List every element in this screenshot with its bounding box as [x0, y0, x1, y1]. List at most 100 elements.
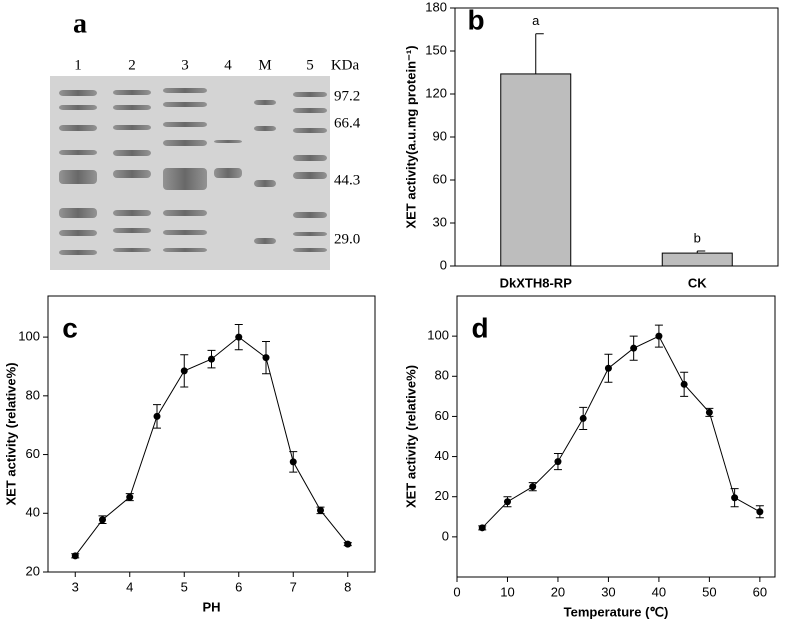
gel-band: [113, 105, 151, 110]
data-point: [579, 414, 587, 422]
y-tick-label: 20: [435, 488, 449, 503]
gel-band: [293, 172, 327, 179]
x-tick-label: 10: [500, 584, 514, 599]
y-tick-label: 0: [442, 528, 449, 543]
y-tick-label: 100: [427, 328, 449, 343]
x-tick-label: 4: [126, 579, 133, 594]
gel-band: [59, 230, 97, 236]
x-tick-label: DkXTH8-RP: [500, 275, 573, 290]
gel-band: [163, 102, 207, 107]
data-point: [554, 458, 562, 466]
x-tick-label: 3: [72, 579, 79, 594]
gel-band: [293, 232, 327, 236]
x-tick-label: CK: [688, 275, 707, 290]
gel-band: [293, 92, 327, 97]
gel-band: [254, 126, 276, 131]
gel-band: [293, 248, 327, 252]
data-point: [208, 355, 215, 363]
y-tick-label: 80: [26, 387, 40, 402]
gel-band: [254, 100, 276, 105]
data-line: [74, 336, 349, 557]
y-tick-label: 40: [26, 505, 40, 520]
bar: [500, 73, 572, 267]
marker-label: 29.0: [334, 231, 360, 247]
plot-frame: [456, 295, 776, 578]
gel-band: [214, 168, 242, 178]
x-tick-label: 0: [453, 584, 460, 599]
data-point: [630, 344, 638, 352]
gel-band: [163, 248, 207, 252]
data-point: [478, 524, 486, 532]
error-bar: [696, 250, 706, 254]
data-point: [262, 354, 270, 362]
panel-label: c: [62, 312, 78, 343]
bar: [661, 252, 733, 267]
y-tick-label: 60: [435, 408, 449, 423]
data-point: [705, 408, 713, 416]
data-point: [180, 367, 188, 375]
y-tick-label: 60: [433, 171, 447, 186]
gel-band: [59, 208, 97, 218]
data-point: [317, 506, 324, 514]
y-tick-label: 150: [425, 42, 447, 57]
x-tick-label: 50: [702, 584, 716, 599]
lane-label: 4: [224, 57, 232, 73]
gel-band: [113, 210, 151, 216]
data-point: [71, 552, 79, 560]
y-tick-label: 80: [435, 368, 449, 383]
gel-band: [113, 150, 151, 156]
y-tick-label: 60: [26, 446, 40, 461]
data-point: [655, 332, 663, 340]
gel-band: [59, 125, 97, 131]
data-point: [503, 498, 511, 506]
x-tick-label: 6: [235, 579, 242, 594]
y-tick-label: 120: [425, 85, 447, 100]
y-tick-label: 90: [433, 128, 447, 143]
gel-band: [59, 250, 97, 255]
marker-label: 97.2: [334, 88, 360, 104]
y-axis-label: XET activity (relative%): [403, 365, 418, 508]
y-tick-label: 0: [440, 257, 447, 272]
gel-band: [254, 180, 276, 187]
gel-band: [163, 210, 207, 216]
gel-band: [163, 140, 207, 146]
lane-label: 1: [74, 57, 82, 73]
data-point: [153, 412, 161, 420]
gel-band: [163, 88, 207, 93]
lane-label: 5: [306, 57, 314, 73]
y-axis-label: XET activity (relative%): [3, 362, 18, 505]
error-bar: [535, 33, 544, 74]
gel-band: [254, 238, 276, 244]
panel-label: a: [73, 8, 87, 39]
gel-band: [293, 108, 327, 113]
lane-label: M: [258, 57, 271, 73]
gel-band: [59, 170, 97, 184]
gel-band: [113, 248, 151, 252]
data-line: [481, 335, 761, 529]
annotation: b: [694, 230, 701, 245]
data-point: [604, 364, 612, 372]
x-tick-label: 60: [753, 584, 767, 599]
gel-band: [59, 105, 97, 110]
gel-band: [163, 122, 207, 127]
gel-band: [163, 168, 207, 190]
y-tick-label: 40: [435, 448, 449, 463]
data-point: [344, 540, 352, 548]
data-point: [680, 380, 688, 388]
annotation: a: [532, 13, 540, 28]
x-tick-label: 7: [290, 579, 297, 594]
x-tick-label: 20: [551, 584, 565, 599]
gel-band: [59, 90, 97, 96]
data-point: [756, 508, 764, 516]
y-axis-label: XET activity(a.u.mg protein⁻¹): [403, 45, 418, 228]
x-tick-label: 8: [344, 579, 351, 594]
x-axis-label: PH: [202, 599, 220, 614]
gel-unit: KDa: [331, 57, 360, 73]
plot-frame: [47, 295, 376, 573]
gel-band: [293, 128, 327, 133]
lane-label: 2: [128, 57, 136, 73]
marker-label: 66.4: [334, 115, 361, 131]
panel-label: b: [467, 4, 484, 35]
x-tick-label: 40: [652, 584, 666, 599]
